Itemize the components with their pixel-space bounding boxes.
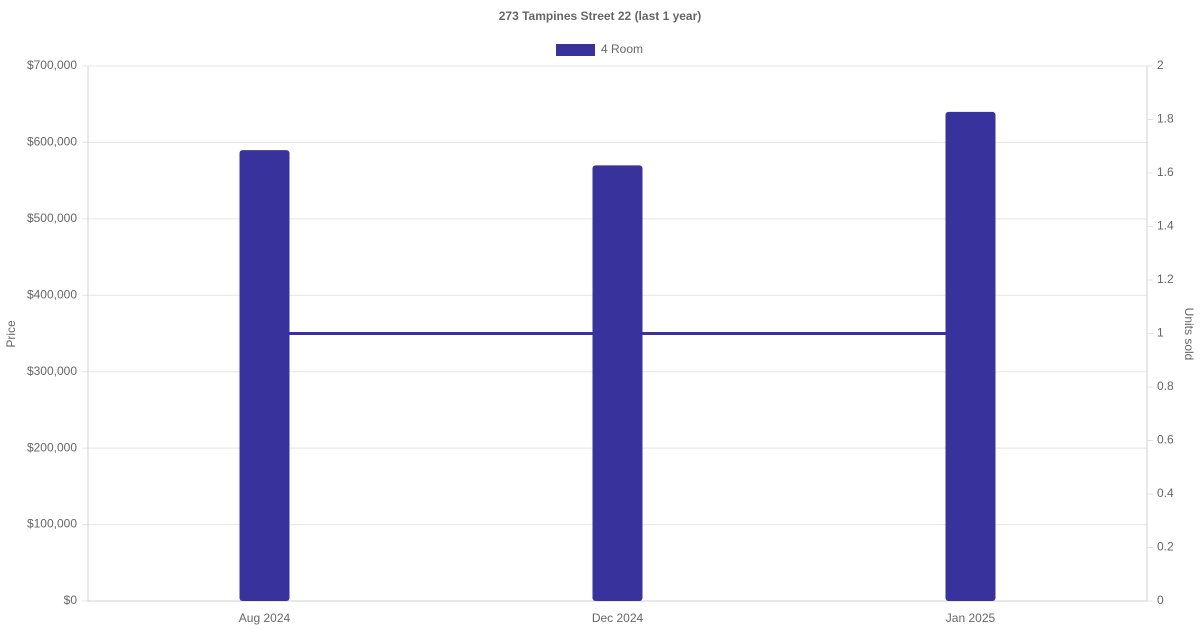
legend-label: 4 Room bbox=[601, 42, 643, 56]
legend-swatch bbox=[556, 44, 595, 56]
y2-tick-label: 0.6 bbox=[1157, 433, 1174, 447]
chart-title: 273 Tampines Street 22 (last 1 year) bbox=[499, 9, 702, 23]
y2-tick-label: 0.4 bbox=[1157, 486, 1174, 500]
y-tick-label: $500,000 bbox=[27, 211, 77, 225]
y2-axis-title: Units sold bbox=[1182, 308, 1196, 361]
x-tick-label: Jan 2025 bbox=[946, 611, 996, 625]
y2-tick-label: 2 bbox=[1157, 58, 1164, 72]
y-tick-label: $400,000 bbox=[27, 287, 77, 301]
y2-tick-label: 1.8 bbox=[1157, 112, 1174, 126]
y2-tick-label: 1.4 bbox=[1157, 219, 1174, 233]
y2-tick-label: 0.2 bbox=[1157, 540, 1174, 554]
y-tick-label: $100,000 bbox=[27, 517, 77, 531]
y-tick-label: $600,000 bbox=[27, 135, 77, 149]
x-tick-label: Dec 2024 bbox=[592, 611, 644, 625]
y2-tick-label: 1 bbox=[1157, 326, 1164, 340]
y-tick-label: $300,000 bbox=[27, 364, 77, 378]
y-tick-label: $700,000 bbox=[27, 58, 77, 72]
y2-tick-label: 0.8 bbox=[1157, 379, 1174, 393]
x-tick-label: Aug 2024 bbox=[239, 611, 291, 625]
y-tick-label: $0 bbox=[64, 593, 78, 607]
bar bbox=[239, 150, 290, 602]
bar bbox=[592, 165, 643, 601]
y-tick-label: $200,000 bbox=[27, 440, 77, 454]
y2-tick-label: 0 bbox=[1157, 593, 1164, 607]
y-axis-title: Price bbox=[4, 320, 18, 348]
y2-tick-label: 1.2 bbox=[1157, 272, 1174, 286]
bar bbox=[945, 111, 996, 601]
y2-tick-label: 1.6 bbox=[1157, 165, 1174, 179]
